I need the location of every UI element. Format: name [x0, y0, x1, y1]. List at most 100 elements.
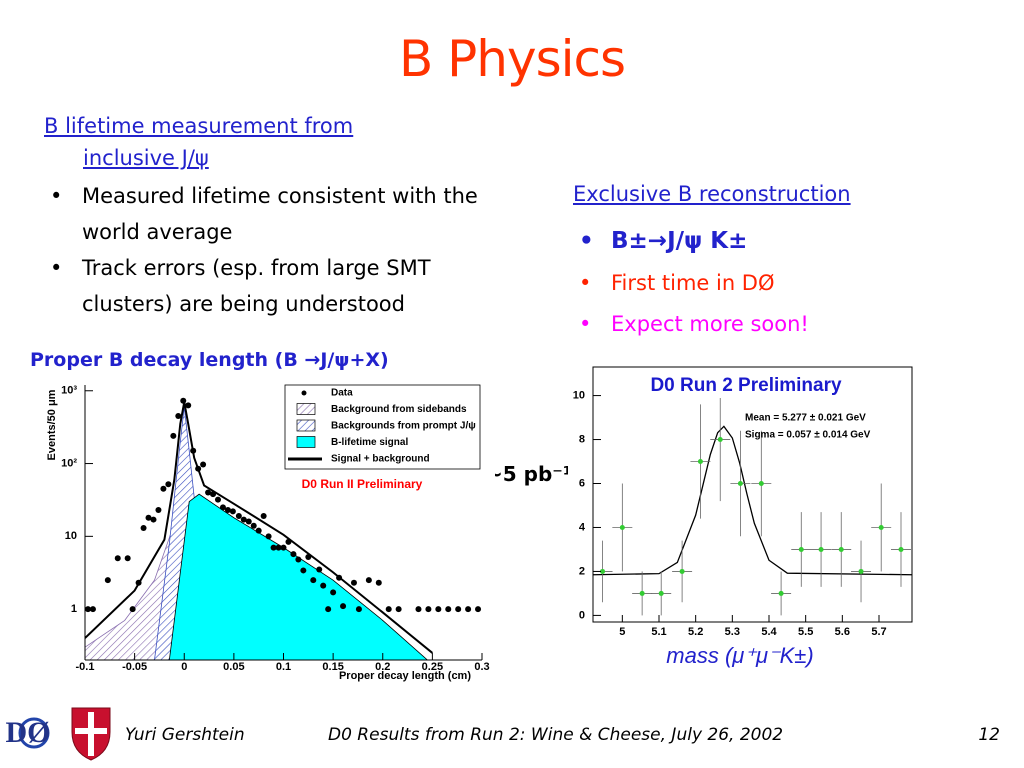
data-point	[475, 606, 482, 613]
data-point	[240, 516, 247, 523]
data-point	[898, 546, 904, 552]
legend-symbol	[301, 390, 307, 396]
y-tick-label: 2	[579, 565, 585, 577]
data-point	[679, 568, 685, 574]
y-tick-label: 4	[579, 521, 586, 533]
data-point	[260, 513, 267, 520]
data-point	[365, 577, 372, 584]
data-point	[175, 413, 182, 420]
data-point	[658, 590, 664, 596]
data-point	[145, 514, 152, 521]
data-point	[280, 544, 287, 551]
x-tick-label: 5.1	[651, 626, 666, 638]
data-point	[224, 507, 231, 514]
data-point	[140, 525, 147, 532]
legend-label: Data	[331, 388, 353, 399]
x-tick-label: 0.1	[276, 661, 291, 673]
y-axis-label: Events/50 μm	[46, 389, 58, 460]
right-heading: Exclusive B reconstruction	[573, 182, 851, 206]
data-point	[325, 606, 332, 613]
x-tick-label: 5.6	[835, 626, 850, 638]
x-tick-label: 5.2	[688, 626, 703, 638]
data-point	[124, 555, 131, 562]
data-point	[245, 518, 252, 525]
legend-label: Backgrounds from prompt J/ψ	[331, 421, 476, 432]
data-point	[285, 538, 292, 545]
data-point	[275, 544, 282, 551]
data-point	[250, 522, 257, 529]
data-point	[838, 546, 844, 552]
data-point	[395, 606, 402, 613]
data-point	[155, 507, 162, 514]
data-point	[697, 459, 703, 465]
data-point	[758, 481, 764, 487]
data-point	[235, 513, 242, 520]
x-axis-label: Proper decay length (cm)	[339, 670, 471, 682]
data-point	[205, 489, 212, 496]
bullet: First time in DØ	[573, 262, 1013, 304]
x-tick-label: 5	[619, 626, 625, 638]
left-heading: B lifetime measurement from inclusive J/…	[44, 114, 354, 170]
data-point	[415, 606, 422, 613]
legend-symbol	[296, 419, 316, 432]
data-point	[639, 590, 645, 596]
data-point	[170, 432, 177, 439]
data-point	[104, 577, 111, 584]
data-point	[619, 524, 625, 530]
x-tick-label: -0.1	[76, 661, 95, 673]
data-point	[160, 485, 167, 492]
data-point	[219, 504, 226, 511]
data-point	[465, 606, 472, 613]
right-text: Exclusive B reconstruction B±→J/ψ K± Fir…	[573, 178, 1013, 344]
x-tick-label: 5.3	[725, 626, 740, 638]
data-point	[310, 577, 317, 584]
y-tick-label: 0	[579, 609, 585, 621]
logo: DØ	[6, 716, 51, 749]
plot-area	[85, 397, 482, 660]
y-tick-label: 10²	[61, 457, 77, 469]
x-tick-label: 0.25	[422, 661, 443, 673]
legend-label: B-lifetime signal	[331, 437, 408, 448]
footer-page: 12	[978, 725, 1000, 745]
data-point	[114, 555, 121, 562]
chart-title: Proper B decay length (B →J/ψ+X)	[30, 349, 389, 371]
data-point	[336, 574, 343, 581]
legend-label: Background from sidebands	[331, 404, 467, 415]
data-point	[165, 481, 172, 488]
plot-area	[593, 377, 912, 616]
data-point	[455, 606, 462, 613]
x-tick-label: 0.2	[375, 661, 390, 673]
annotation: D0 Run II Preliminary	[302, 477, 423, 491]
fit-line	[593, 425, 912, 576]
footer-logos: DØ	[6, 707, 111, 761]
data-point	[135, 579, 142, 586]
data-point	[340, 603, 347, 610]
y-tick-label: 8	[579, 433, 585, 445]
data-point	[305, 554, 312, 561]
x-tick-label: -0.05	[122, 661, 147, 673]
annotation-box	[610, 372, 885, 398]
legend-label: Signal + background	[331, 454, 430, 465]
data-point	[425, 606, 432, 613]
x-tick-label: 0	[181, 661, 187, 673]
data-point	[385, 606, 392, 613]
x-axis-label: mass (μ⁺μ⁻K±)	[666, 643, 813, 668]
chart-background	[568, 357, 920, 637]
frame	[592, 366, 913, 623]
annotation: Sigma = 0.057 ± 0.014 GeV	[745, 430, 871, 441]
data-point	[290, 551, 297, 558]
logo-ring	[18, 717, 50, 749]
data-point	[798, 546, 804, 552]
data-point	[350, 579, 357, 586]
data-point	[195, 465, 202, 472]
slide-title: B Physics	[398, 30, 626, 88]
data-point	[190, 447, 197, 454]
fit-line	[85, 401, 434, 654]
data-point	[717, 437, 723, 443]
y-tick-label: 10	[573, 389, 585, 401]
data-point	[200, 461, 207, 468]
data-point	[185, 402, 192, 409]
annotation: D0 Run 2 Preliminary	[650, 375, 842, 396]
